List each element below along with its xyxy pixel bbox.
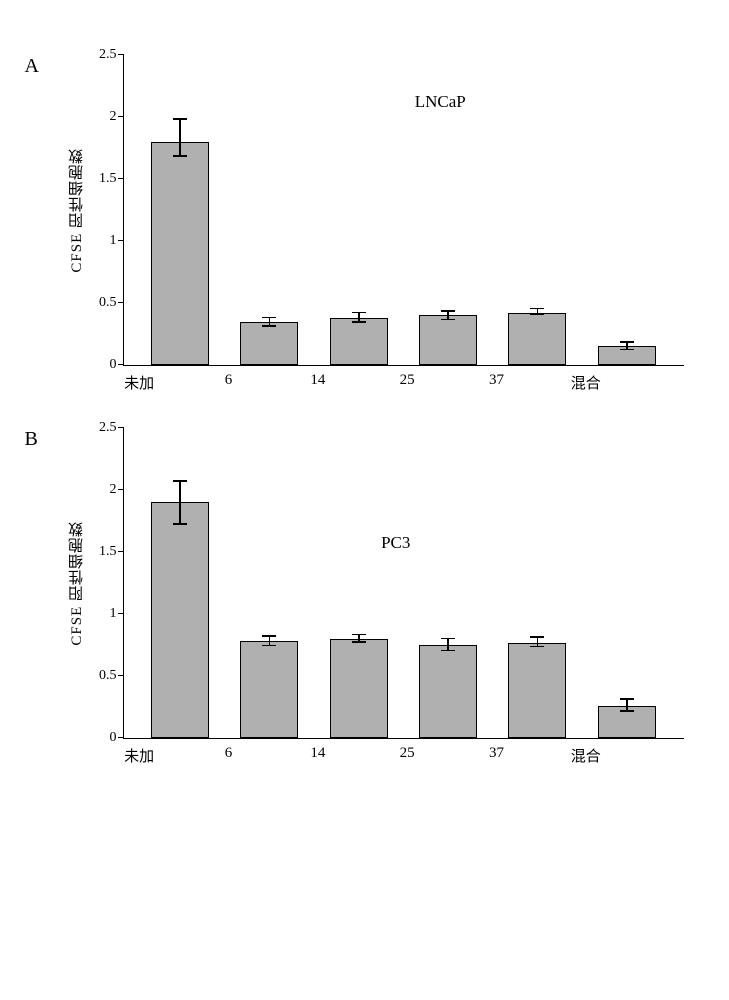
error-bar [537, 308, 539, 315]
ytick-label: 2.5 [99, 420, 117, 436]
xlabel: 14 [289, 745, 347, 766]
error-bar [179, 118, 181, 156]
panel-a: A x10⁵ CFSE 阳性细胞数 00.511.522.5 LNCaP [25, 55, 705, 393]
chart-wrap: CFSE 阳性细胞数 00.511.522.5 PC3 [65, 428, 705, 739]
ytick-label: 0.5 [99, 295, 117, 311]
ytick-label: 0 [110, 730, 117, 746]
xlabel: 混合 [557, 372, 615, 393]
bar-slot [330, 634, 388, 738]
y-axis-label: CFSE 阳性细胞数 [66, 148, 87, 273]
xlabel: 25 [378, 745, 436, 766]
ytick-label: 2 [110, 482, 117, 498]
bars-container [124, 428, 684, 738]
bar-slot [598, 341, 656, 365]
xlabel: 6 [199, 745, 257, 766]
ylabel-column: CFSE 阳性细胞数 [65, 55, 89, 366]
figure-root: A x10⁵ CFSE 阳性细胞数 00.511.522.5 LNCaP [25, 55, 705, 766]
bar [330, 318, 388, 365]
ytick-column: 00.511.522.5 [89, 55, 123, 365]
panel-b: B x10⁵ CFSE 阳性细胞数 00.511.522.5 PC3 [25, 428, 705, 766]
ytick-label: 1 [110, 233, 117, 249]
xlabel: 37 [467, 372, 525, 393]
bar-slot [419, 310, 477, 365]
bar-slot [508, 636, 566, 738]
error-bar [269, 635, 271, 646]
xlabel: 未加 [110, 372, 168, 393]
bar [419, 645, 477, 738]
xlabel: 未加 [110, 745, 168, 766]
bar-slot [330, 312, 388, 365]
plot-area: PC3 [123, 428, 684, 739]
error-bar [358, 634, 360, 643]
error-bar [358, 312, 360, 323]
xlabel: 14 [289, 372, 347, 393]
bar [240, 641, 298, 738]
bar [330, 639, 388, 738]
bar-slot [240, 635, 298, 738]
bar-slot [151, 480, 209, 738]
error-bar [179, 480, 181, 525]
bar [151, 502, 209, 738]
bar [240, 322, 298, 365]
xlabel: 6 [199, 372, 257, 393]
xlabel: 25 [378, 372, 436, 393]
bar [508, 313, 566, 365]
bar-slot [151, 118, 209, 365]
xlabels-row: 未加 6 14 25 37 混合 [83, 366, 643, 393]
xlabels-row: 未加 6 14 25 37 混合 [83, 739, 643, 766]
xlabel: 37 [467, 745, 525, 766]
bar [151, 142, 209, 365]
error-bar [269, 317, 271, 327]
bar-slot [240, 317, 298, 365]
bar-slot [419, 638, 477, 738]
ylabel-column: CFSE 阳性细胞数 [65, 428, 89, 739]
ytick-label: 0 [110, 357, 117, 373]
bar-slot [598, 698, 656, 738]
error-bar [537, 636, 539, 647]
y-axis-label: CFSE 阳性细胞数 [66, 521, 87, 646]
ytick-label: 2.5 [99, 47, 117, 63]
error-bar [447, 638, 449, 652]
ytick-column: 00.511.522.5 [89, 428, 123, 738]
ytick-label: 2 [110, 109, 117, 125]
xlabel: 混合 [557, 745, 615, 766]
ytick-label: 0.5 [99, 668, 117, 684]
bar-slot [508, 308, 566, 365]
ytick-label: 1.5 [99, 171, 117, 187]
error-bar [626, 341, 628, 350]
chart-wrap: CFSE 阳性细胞数 00.511.522.5 LNCaP [65, 55, 705, 366]
ytick-label: 1 [110, 606, 117, 622]
plot-area: LNCaP [123, 55, 684, 366]
bar [508, 643, 566, 738]
error-bar [626, 698, 628, 712]
bar [419, 315, 477, 365]
panel-letter: A [25, 55, 39, 78]
ytick-label: 1.5 [99, 544, 117, 560]
panel-letter: B [25, 428, 38, 451]
bars-container [124, 55, 684, 365]
error-bar [447, 310, 449, 320]
